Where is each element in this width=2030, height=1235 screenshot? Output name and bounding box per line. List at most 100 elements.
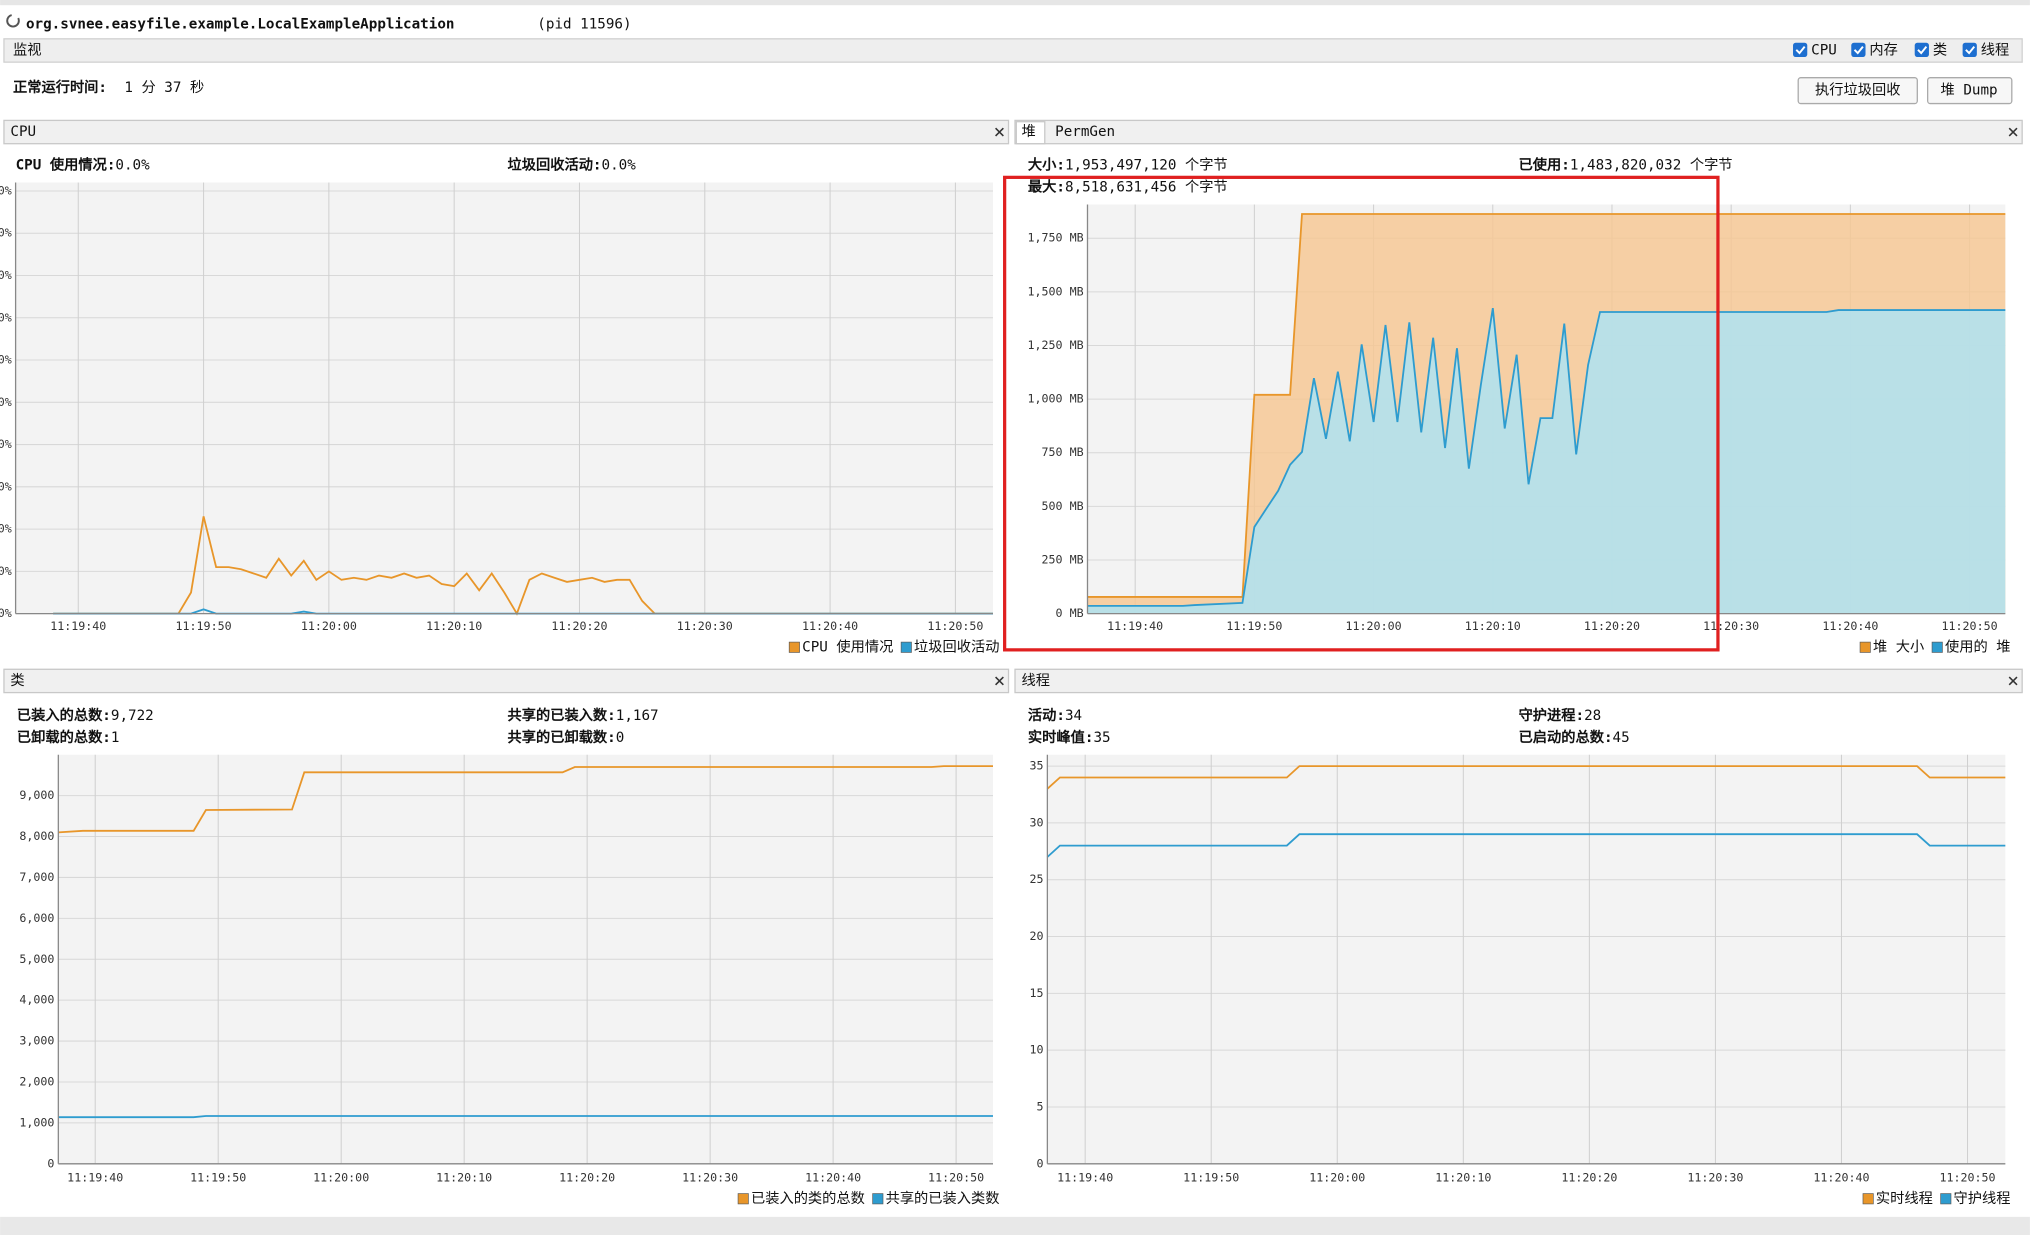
checkbox-label[interactable]: 线程 xyxy=(1981,41,2009,58)
checkbox-label[interactable]: CPU xyxy=(1811,42,1837,58)
x-tick-label: 11:19:40 xyxy=(67,1171,123,1185)
close-icon[interactable] xyxy=(995,127,1004,137)
panel-header xyxy=(1014,668,2023,694)
y-tick-label: 1,000 xyxy=(19,1115,54,1129)
legend-swatch xyxy=(872,1193,884,1205)
stat-label: 共享的已装入数: xyxy=(508,706,616,724)
stat: 已装入的总数:9,722 xyxy=(17,706,154,724)
stat-label: 大小: xyxy=(1028,156,1065,174)
gc-button[interactable] xyxy=(1797,77,1918,105)
y-tick-label: 20% xyxy=(0,522,12,536)
stat-label: 共享的已卸载数: xyxy=(508,728,616,746)
checkbox[interactable] xyxy=(1914,42,1929,57)
legend-label: 守护线程 xyxy=(1954,1190,2011,1207)
checkbox[interactable] xyxy=(1962,42,1977,57)
x-tick-label: 11:19:50 xyxy=(190,1171,246,1185)
legend-label: 使用的 堆 xyxy=(1945,638,2011,655)
legend-label: 垃圾回收活动 xyxy=(914,638,999,655)
series-line xyxy=(1046,833,2006,858)
checkmark xyxy=(1853,45,1864,55)
stat: 已使用:1,483,820,032 个字节 xyxy=(1519,156,1733,174)
stat-label: 活动: xyxy=(1028,706,1065,724)
x-tick-label: 11:19:50 xyxy=(176,619,232,633)
legend-label: 实时线程 xyxy=(1876,1190,1933,1207)
x-tick-label: 11:20:50 xyxy=(928,1171,984,1185)
tab-selected xyxy=(1015,121,1046,145)
y-tick-label: 250 MB xyxy=(1042,552,1084,566)
y-tick-label: 1,750 MB xyxy=(1028,231,1084,245)
x-tick-label: 11:20:10 xyxy=(436,1171,492,1185)
series-line xyxy=(58,765,993,834)
legend-swatch xyxy=(1940,1193,1952,1205)
area xyxy=(1087,308,2006,614)
uptime-value: 1 分 37 秒 xyxy=(124,79,204,96)
y-tick-label: 0 xyxy=(47,1156,54,1170)
panel-tab[interactable]: 堆 xyxy=(1021,123,1035,140)
x-tick-label: 11:20:00 xyxy=(301,619,357,633)
y-tick-label: 80% xyxy=(0,268,12,282)
stat-value: 0 xyxy=(616,730,625,746)
close-icon[interactable] xyxy=(2008,676,2018,686)
stat: 共享的已卸载数:0 xyxy=(508,728,625,746)
close-icon[interactable] xyxy=(2008,127,2018,137)
x-tick-label: 11:20:00 xyxy=(1346,619,1402,633)
stat-label: 已卸载的总数: xyxy=(17,728,111,746)
stat-label: 守护进程: xyxy=(1519,706,1585,724)
stat: CPU 使用情况:0.0% xyxy=(16,156,151,174)
stat: 活动:34 xyxy=(1028,706,1082,724)
y-tick-label: 50% xyxy=(0,395,12,409)
dump-button-label[interactable]: 堆 Dump xyxy=(1941,82,1998,99)
plot-area xyxy=(1047,754,2006,1164)
stat-value: 1 xyxy=(111,730,120,746)
stat-label: 已使用: xyxy=(1519,156,1570,174)
x-tick-label: 11:20:00 xyxy=(313,1171,369,1185)
highlight-box xyxy=(1003,175,1720,652)
series-line xyxy=(1087,307,2006,607)
checkbox-label[interactable]: 内存 xyxy=(1869,41,1897,58)
panel-tab[interactable]: PermGen xyxy=(1055,124,1115,140)
monitor-tab[interactable]: 监视 xyxy=(13,41,41,58)
x-tick-label: 11:20:40 xyxy=(805,1171,861,1185)
uptime-label: 正常运行时间: xyxy=(13,78,107,96)
checkbox[interactable] xyxy=(1851,42,1866,57)
stat-value: 9,722 xyxy=(111,708,154,724)
y-tick-label: 5,000 xyxy=(19,952,54,966)
y-tick-label: 1,000 MB xyxy=(1028,392,1084,406)
checkbox-label[interactable]: 类 xyxy=(1933,41,1947,58)
stat-value: 34 xyxy=(1065,708,1082,724)
stat: 实时峰值:35 xyxy=(1028,728,1111,746)
dump-button[interactable] xyxy=(1927,77,2013,105)
y-tick-label: 35 xyxy=(1029,759,1043,773)
stat-value: 35 xyxy=(1093,730,1110,746)
status-bar xyxy=(0,1216,2030,1235)
panel-header xyxy=(1014,119,2023,145)
legend-label: 共享的已装入类数 xyxy=(886,1190,1000,1207)
x-tick-label: 11:19:50 xyxy=(1226,619,1282,633)
stat-value: 45 xyxy=(1613,730,1630,746)
series-line xyxy=(53,516,993,616)
legend-label: 已装入的类的总数 xyxy=(751,1190,865,1207)
x-tick-label: 11:20:30 xyxy=(1703,619,1759,633)
checkbox[interactable] xyxy=(1793,42,1808,57)
y-tick-label: 15 xyxy=(1029,986,1043,1000)
x-tick-label: 11:20:40 xyxy=(1822,619,1878,633)
stat-value: 1,167 xyxy=(616,708,659,724)
gc-button-label[interactable]: 执行垃圾回收 xyxy=(1815,82,1900,99)
y-tick-label: 8,000 xyxy=(19,829,54,843)
x-tick-label: 11:20:40 xyxy=(1813,1171,1869,1185)
x-tick-label: 11:20:00 xyxy=(1309,1171,1365,1185)
legend-label: CPU 使用情况 xyxy=(802,638,893,655)
x-tick-label: 11:20:50 xyxy=(1939,1171,1995,1185)
panel-tab[interactable]: 类 xyxy=(10,672,24,689)
stat-label: 已装入的总数: xyxy=(17,706,111,724)
y-tick-label: 100% xyxy=(0,183,12,197)
y-tick-label: 10% xyxy=(0,564,12,578)
x-tick-label: 11:19:50 xyxy=(1183,1171,1239,1185)
panel-tab[interactable]: CPU xyxy=(10,124,36,140)
close-icon[interactable] xyxy=(995,676,1004,686)
checkmark xyxy=(1795,45,1806,55)
stat-value: 1,953,497,120 个字节 xyxy=(1065,157,1228,174)
panel-tab[interactable]: 线程 xyxy=(1021,672,1049,689)
stat: 已启动的总数:45 xyxy=(1519,728,1630,746)
